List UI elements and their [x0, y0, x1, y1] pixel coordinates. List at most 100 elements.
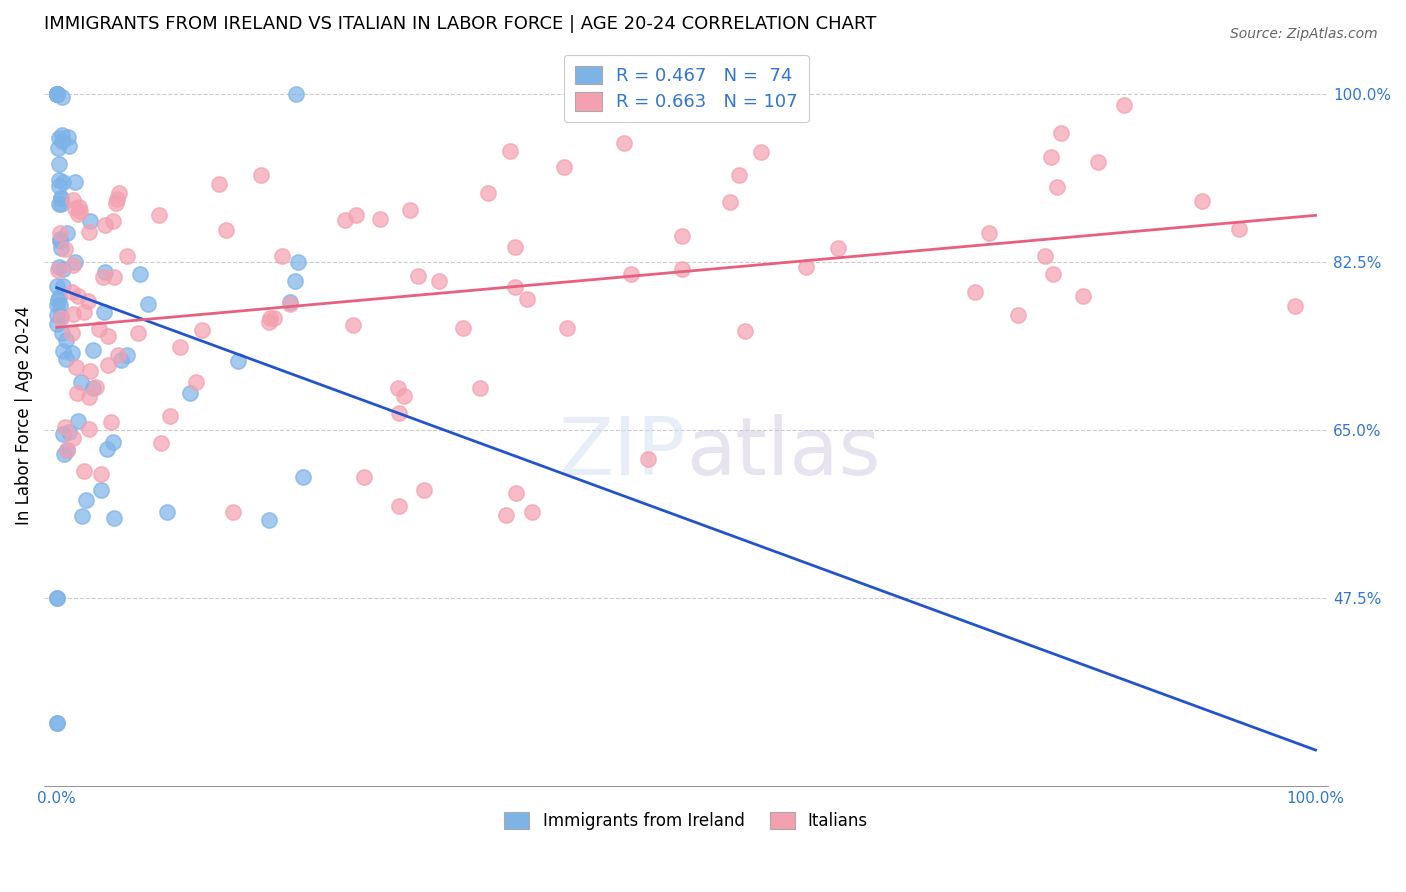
Point [62, 194, 84, 208]
Point [505, 486, 527, 500]
Point [58, 130, 80, 145]
Point [388, 406, 411, 420]
Point [77, 422, 100, 436]
Point [749, 145, 772, 159]
Point [49, 231, 72, 245]
Point [620, 268, 643, 282]
Point [79, 364, 101, 378]
Point [516, 292, 538, 306]
Point [284, 274, 307, 288]
Point [51, 326, 73, 340]
Point [149, 436, 172, 450]
Point [553, 160, 575, 174]
Point [105, 196, 128, 211]
Point [103, 510, 125, 524]
Point [89, 483, 111, 497]
Legend: Immigrants from Ireland, Italians: Immigrants from Ireland, Italians [498, 805, 875, 837]
Point [637, 452, 659, 467]
Text: ZIP: ZIP [558, 414, 686, 491]
Point [613, 136, 636, 150]
Point [48, 173, 70, 187]
Point [136, 297, 159, 311]
Point [69, 203, 91, 218]
Point [555, 321, 578, 335]
Point [827, 242, 849, 256]
Point [55, 334, 77, 348]
Point [49, 309, 72, 323]
Point [52, 175, 75, 189]
Point [353, 470, 375, 484]
Point [58, 139, 80, 153]
Point [90, 467, 112, 481]
Point [100, 415, 122, 429]
Point [387, 381, 409, 395]
Point [48, 263, 70, 277]
Point [399, 202, 422, 217]
Point [148, 208, 170, 222]
Point [208, 177, 231, 191]
Point [91, 270, 114, 285]
Point [53, 420, 76, 434]
Point [45, 87, 67, 101]
Point [97, 329, 120, 343]
Point [794, 260, 817, 274]
Point [67, 200, 90, 214]
Point [75, 493, 97, 508]
Point [107, 186, 129, 200]
Point [45, 716, 67, 731]
Point [48, 178, 70, 193]
Point [58, 425, 80, 440]
Point [1112, 97, 1135, 112]
Point [278, 297, 301, 311]
Point [93, 305, 115, 319]
Point [79, 214, 101, 228]
Point [179, 385, 201, 400]
Point [1227, 221, 1250, 235]
Point [522, 505, 544, 519]
Point [127, 326, 149, 341]
Point [169, 340, 191, 354]
Point [45, 279, 67, 293]
Point [53, 242, 76, 256]
Point [49, 197, 72, 211]
Point [342, 318, 364, 333]
Y-axis label: In Labor Force | Age 20-24: In Labor Force | Age 20-24 [15, 306, 32, 525]
Point [45, 87, 67, 101]
Point [51, 191, 73, 205]
Point [1042, 267, 1064, 281]
Point [55, 351, 77, 366]
Point [103, 214, 125, 228]
Point [406, 269, 429, 284]
Point [73, 305, 96, 319]
Point [45, 87, 67, 101]
Point [368, 212, 391, 227]
Point [186, 375, 208, 389]
Point [48, 131, 70, 145]
Point [503, 240, 526, 254]
Point [215, 223, 238, 237]
Point [1050, 126, 1073, 140]
Point [626, 95, 648, 110]
Point [499, 144, 522, 158]
Point [48, 196, 70, 211]
Point [65, 360, 87, 375]
Point [1033, 249, 1056, 263]
Point [65, 386, 87, 401]
Point [963, 285, 986, 300]
Text: Source: ZipAtlas.com: Source: ZipAtlas.com [1230, 27, 1378, 41]
Point [979, 226, 1001, 240]
Point [103, 270, 125, 285]
Point [495, 508, 517, 522]
Point [52, 426, 75, 441]
Point [52, 343, 75, 358]
Point [51, 134, 73, 148]
Point [287, 254, 309, 268]
Point [671, 262, 693, 277]
Point [48, 290, 70, 304]
Point [63, 201, 86, 215]
Point [45, 591, 67, 606]
Point [45, 308, 67, 322]
Point [53, 447, 76, 461]
Point [45, 87, 67, 101]
Point [63, 175, 86, 189]
